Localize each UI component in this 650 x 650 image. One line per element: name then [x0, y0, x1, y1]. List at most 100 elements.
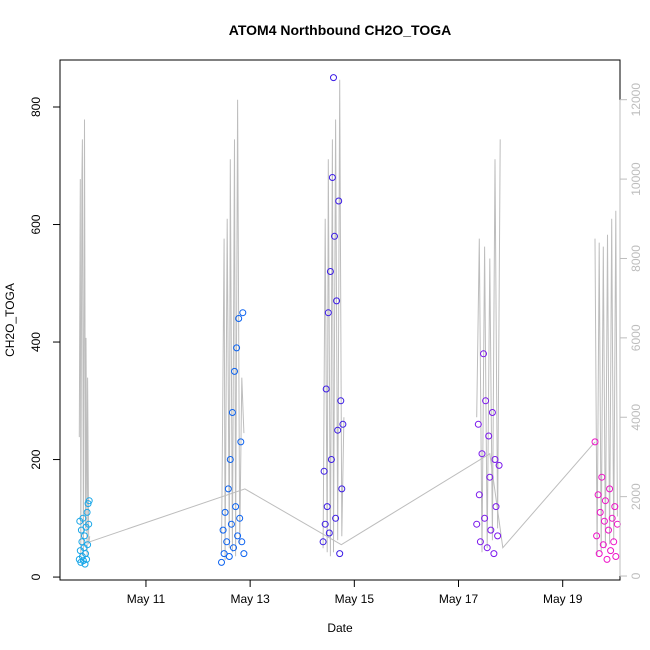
- data-point: [333, 297, 341, 305]
- data-point: [473, 520, 481, 528]
- y-tick-label: 0: [29, 573, 43, 580]
- data-point: [331, 232, 338, 240]
- y-tick-label: 200: [29, 449, 43, 469]
- data-point: [487, 526, 495, 534]
- data-point: [335, 197, 343, 205]
- y2-tick-label: 12000: [629, 83, 643, 117]
- x-axis-label: Date: [327, 621, 353, 635]
- data-point: [488, 409, 496, 416]
- data-point: [600, 517, 608, 525]
- y-axis-left: 0 200 400 600 800: [29, 97, 61, 580]
- y-tick-label: 600: [29, 214, 43, 234]
- data-point: [219, 526, 227, 534]
- x-tick-label: May 17: [439, 592, 479, 606]
- data-point: [325, 529, 333, 537]
- data-point: [79, 514, 87, 522]
- x-tick-label: May 11: [127, 592, 166, 606]
- y2-tick-label: 6000: [629, 324, 643, 351]
- data-point: [227, 520, 235, 528]
- data-point: [228, 409, 236, 416]
- chart-title: ATOM4 Northbound CH2O_TOGA: [229, 22, 451, 38]
- data-point: [495, 461, 503, 469]
- data-point: [606, 485, 614, 493]
- x-tick-label: May 15: [335, 592, 375, 606]
- data-point: [338, 485, 346, 493]
- altitude-lines: [78, 79, 618, 561]
- data-point: [78, 538, 86, 546]
- y-axis-right: 0 2000 4000 6000 8000 10000 12000: [619, 83, 643, 579]
- altitude-line-1: [78, 119, 91, 557]
- x-tick-label: May 13: [230, 592, 270, 606]
- data-point: [230, 544, 237, 552]
- connector-line-group: [89, 441, 596, 549]
- y-axis-label: CH2O_TOGA: [3, 283, 17, 357]
- data-point: [591, 438, 599, 446]
- data-point: [481, 514, 489, 522]
- data-point: [595, 550, 603, 558]
- data-point: [223, 538, 231, 546]
- data-point: [332, 514, 340, 522]
- data-point: [599, 541, 607, 549]
- data-point: [239, 309, 247, 317]
- data-point: [486, 473, 494, 481]
- data-point: [482, 397, 490, 405]
- data-point: [494, 532, 502, 540]
- data-point: [483, 544, 491, 552]
- data-point: [611, 503, 619, 511]
- data-point: [612, 553, 620, 560]
- data-point: [476, 538, 484, 546]
- data-point: [320, 467, 328, 475]
- data-point: [85, 520, 93, 528]
- data-point: [226, 456, 234, 463]
- data-point: [339, 420, 347, 428]
- data-point: [474, 420, 482, 428]
- data-point: [607, 547, 615, 555]
- data-point: [321, 520, 329, 528]
- data-point: [326, 268, 334, 275]
- y2-tick-label: 8000: [629, 245, 643, 272]
- data-point: [610, 538, 618, 546]
- altitude-line-4: [476, 139, 501, 553]
- data-point: [225, 553, 233, 560]
- data-point: [596, 508, 604, 516]
- data-point: [336, 550, 344, 558]
- data-point: [601, 497, 609, 505]
- y2-tick-label: 10000: [629, 162, 643, 196]
- data-point: [322, 385, 330, 393]
- data-point: [319, 538, 327, 546]
- data-point: [235, 315, 243, 322]
- data-point: [328, 174, 336, 181]
- data-point: [603, 555, 611, 563]
- x-axis: May 11 May 13 May 15 May 17 May 19: [127, 579, 583, 606]
- data-point: [220, 550, 228, 558]
- data-point: [337, 397, 345, 405]
- data-point: [327, 456, 335, 463]
- data-point: [323, 503, 331, 511]
- data-point: [81, 532, 88, 540]
- data-point: [237, 438, 245, 446]
- data-point: [480, 350, 487, 358]
- data-point: [491, 456, 499, 463]
- data-point: [218, 558, 225, 566]
- data-point: [84, 541, 92, 549]
- data-point: [490, 550, 498, 558]
- data-point: [236, 514, 244, 522]
- data-point: [593, 532, 601, 540]
- data-point: [85, 497, 93, 505]
- data-point: [240, 550, 248, 558]
- y-tick-label: 400: [29, 332, 43, 352]
- data-point: [238, 538, 246, 546]
- data-point: [478, 450, 486, 458]
- connector-line: [89, 441, 596, 549]
- data-point: [81, 560, 89, 568]
- scatter-points: [75, 74, 621, 568]
- altitude-line-2: [221, 99, 245, 561]
- data-point: [334, 426, 342, 434]
- y2-tick-label: 0: [629, 572, 643, 579]
- data-point: [79, 557, 87, 565]
- data-point: [608, 514, 616, 522]
- data-point: [83, 555, 91, 563]
- data-point: [485, 432, 493, 440]
- data-point: [324, 309, 332, 317]
